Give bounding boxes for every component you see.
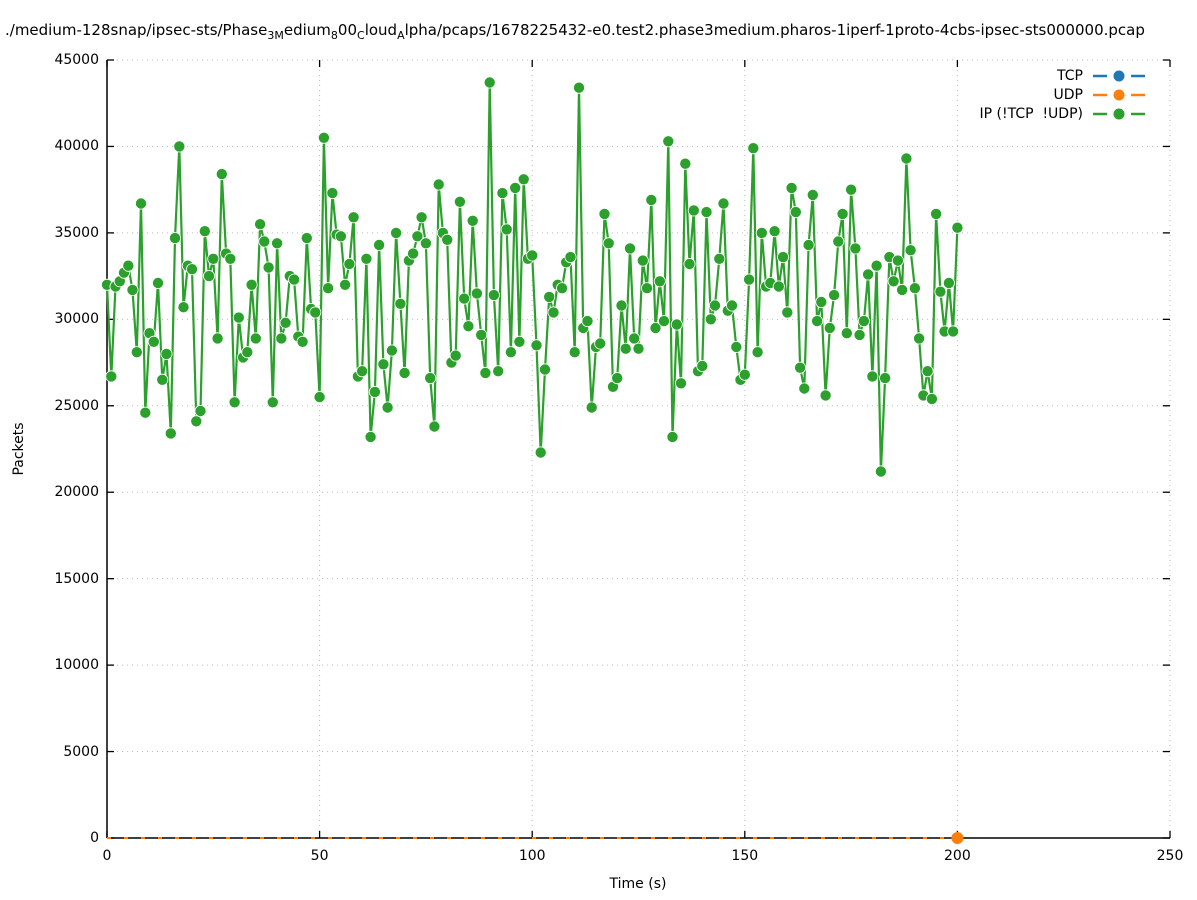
legend-row-udp: UDP	[980, 85, 1145, 104]
legend: TCP UDP IP (!TCP !UDP)	[979, 66, 1145, 123]
y-tick-label: 20000	[54, 484, 99, 501]
legend-sample-ip-icon	[1093, 108, 1145, 119]
legend-row-ip: IP (!TCP !UDP)	[979, 104, 1145, 123]
y-tick-label: 30000	[54, 311, 99, 328]
y-tick-label: 35000	[54, 224, 99, 241]
title-text: lpha/pcaps/1678225432-e0.test2.phase3med…	[404, 21, 1145, 39]
x-tick-label: 100	[518, 848, 546, 864]
title-text: loud	[364, 21, 398, 39]
y-tick-label: 0	[90, 830, 99, 846]
x-tick-label: 50	[310, 848, 329, 864]
legend-row-tcp: TCP	[980, 66, 1145, 85]
y-tick-label: 10000	[54, 657, 99, 674]
x-axis-label: Time (s)	[609, 876, 667, 892]
x-tick-label: 0	[102, 848, 112, 864]
title-text: 00	[337, 21, 357, 39]
x-tick-label: 150	[731, 848, 759, 864]
title-subscript: C	[357, 29, 365, 42]
title-subscript: A	[397, 29, 405, 42]
y-tick-label: 40000	[54, 138, 99, 155]
y-tick-label: 45000	[54, 52, 99, 68]
y-tick-label: 15000	[54, 570, 99, 587]
title-subscript: 8	[330, 29, 338, 42]
x-tick-label: 200	[944, 848, 971, 864]
x-tick-label: 250	[1156, 848, 1184, 864]
y-tick-label: 25000	[54, 397, 99, 414]
y-axis-label: Packets	[11, 422, 27, 476]
title-text: edium	[283, 21, 331, 39]
y-tick-label: 5000	[63, 743, 99, 760]
title-text: ./medium-128snap/ipsec-sts/Phase	[5, 21, 268, 39]
chart-title: ./medium-128snap/ipsec-sts/Phase3Medium8…	[5, 21, 1145, 42]
legend-label-tcp: TCP	[1057, 67, 1083, 84]
title-subscript: 3M	[267, 29, 284, 42]
legend-sample-tcp-icon	[1093, 70, 1145, 81]
legend-label-ip: IP (!TCP !UDP)	[979, 105, 1084, 122]
legend-sample-udp-icon	[1093, 89, 1145, 100]
legend-label-udp: UDP	[1053, 86, 1083, 103]
